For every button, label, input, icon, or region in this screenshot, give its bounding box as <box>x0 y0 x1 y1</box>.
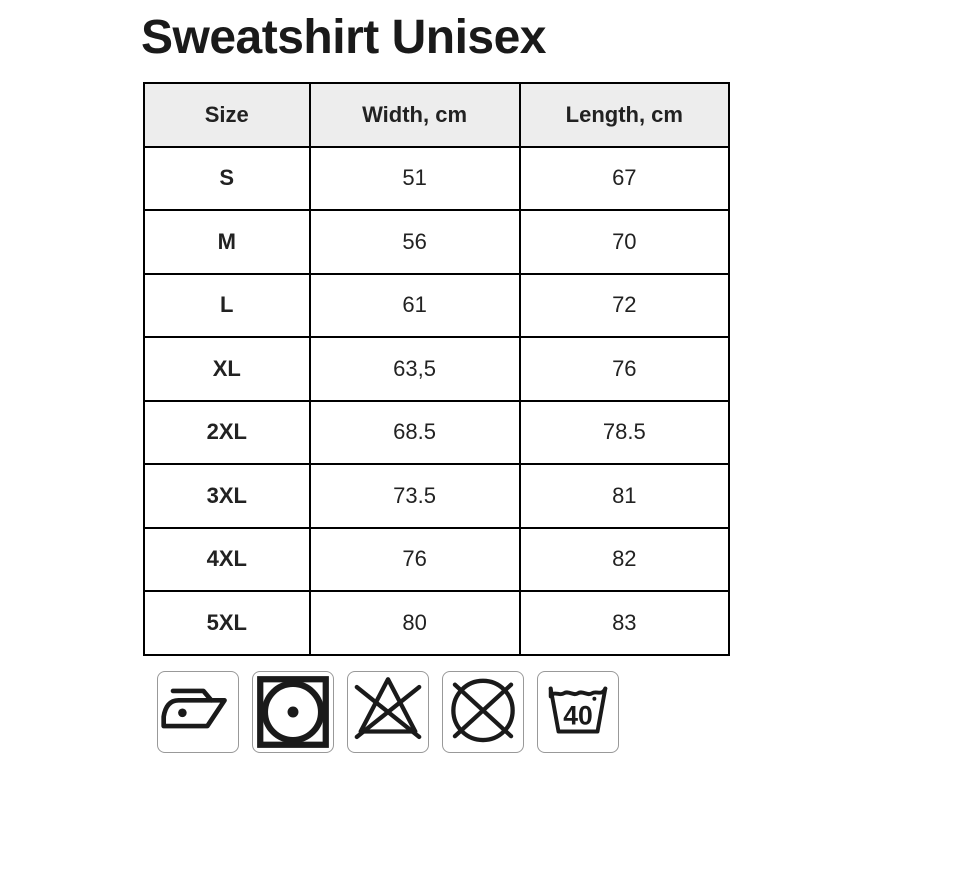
svg-text:40: 40 <box>563 700 592 730</box>
